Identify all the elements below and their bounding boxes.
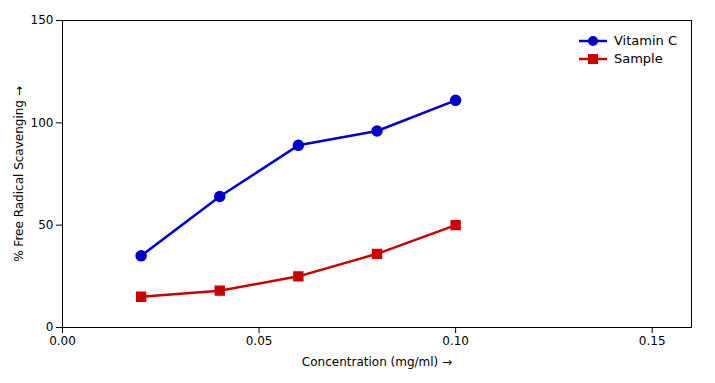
svg-text:0.15: 0.15 — [639, 334, 666, 348]
svg-text:150: 150 — [31, 13, 54, 27]
svg-text:0.05: 0.05 — [246, 334, 273, 348]
svg-text:0.10: 0.10 — [442, 334, 469, 348]
svg-text:0: 0 — [46, 320, 54, 334]
html-text:Vitamin C: Vitamin C — [614, 33, 677, 48]
svg-text:0.00: 0.00 — [49, 334, 76, 348]
svg-text:% Free Radical Scavenging →: % Free Radical Scavenging → — [12, 86, 26, 262]
svg-text:50: 50 — [38, 218, 53, 232]
svg-text:Concentration (mg/ml) →: Concentration (mg/ml) → — [302, 355, 452, 369]
html-text:Sample: Sample — [614, 51, 663, 66]
svg-text:100: 100 — [31, 116, 54, 130]
